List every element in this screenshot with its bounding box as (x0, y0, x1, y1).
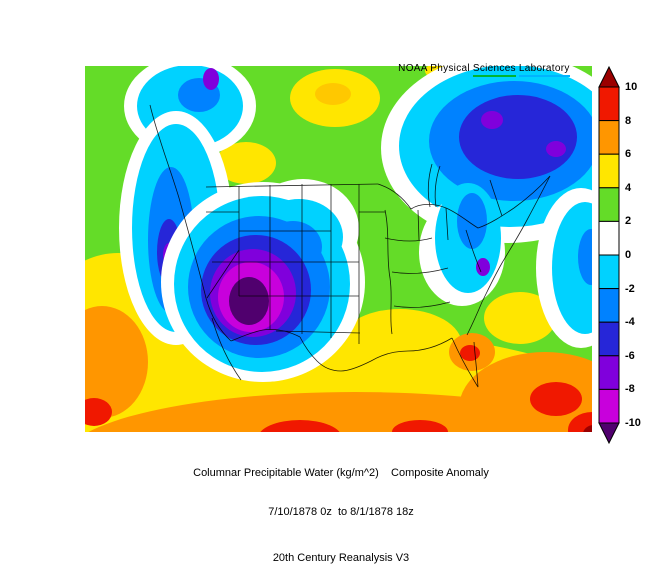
colorbar-tick-label: -2 (625, 283, 635, 295)
negative-anomaly-northeast (381, 66, 592, 243)
colorbar-cell (598, 288, 620, 323)
colorbar-arrow-top (598, 65, 620, 88)
colorbar-cell (598, 220, 620, 256)
colorbar-cell (598, 86, 620, 122)
colorbar-tick-label: 8 (625, 115, 632, 127)
colorbar-tick-label: -10 (625, 417, 641, 429)
colorbar-cell (598, 321, 620, 357)
colorbar-tick-label: -4 (625, 316, 635, 328)
negative-anomaly-east-edge (536, 188, 592, 348)
credit-laboratory-underlined: Laboratory (518, 63, 570, 77)
colorbar-tick-label: -8 (625, 383, 635, 395)
colorbar-tick-label: 2 (625, 215, 632, 227)
anomaly-map (85, 66, 592, 432)
colorbar-arrow-bottom (598, 422, 620, 445)
caption-title: Columnar Precipitable Water (kg/m^2) Com… (193, 467, 489, 479)
state-borders (149, 104, 551, 388)
caption-block: Columnar Precipitable Water (kg/m^2) Com… (85, 441, 597, 578)
colorbar-tick-label: 10 (625, 81, 638, 93)
caption-source: 20th Century Reanalysis V3 (272, 552, 410, 564)
colorbar-cell (598, 120, 620, 155)
colorbar-tick-label: 6 (625, 148, 632, 160)
caption-dates: 7/10/1878 0z to 8/1/1878 18z (268, 506, 414, 518)
credit-sciences-underlined: Sciences (472, 63, 516, 77)
colorbar-tick-label: -6 (625, 350, 635, 362)
colorbar (598, 65, 620, 445)
credit-text: NOAA Physical (398, 63, 470, 74)
colorbar-tick-label: 4 (625, 182, 632, 194)
colorbar-cell (598, 388, 620, 424)
colorbar-cell (598, 153, 620, 189)
colorbar-cell (598, 187, 620, 222)
colorbar-cell (598, 355, 620, 390)
noaa-credit: NOAA Physical Sciences Laboratory (392, 52, 570, 77)
colorbar-cell (598, 254, 620, 290)
anomaly-map-canvas (85, 65, 620, 445)
colorbar-tick-label: 0 (625, 249, 632, 261)
